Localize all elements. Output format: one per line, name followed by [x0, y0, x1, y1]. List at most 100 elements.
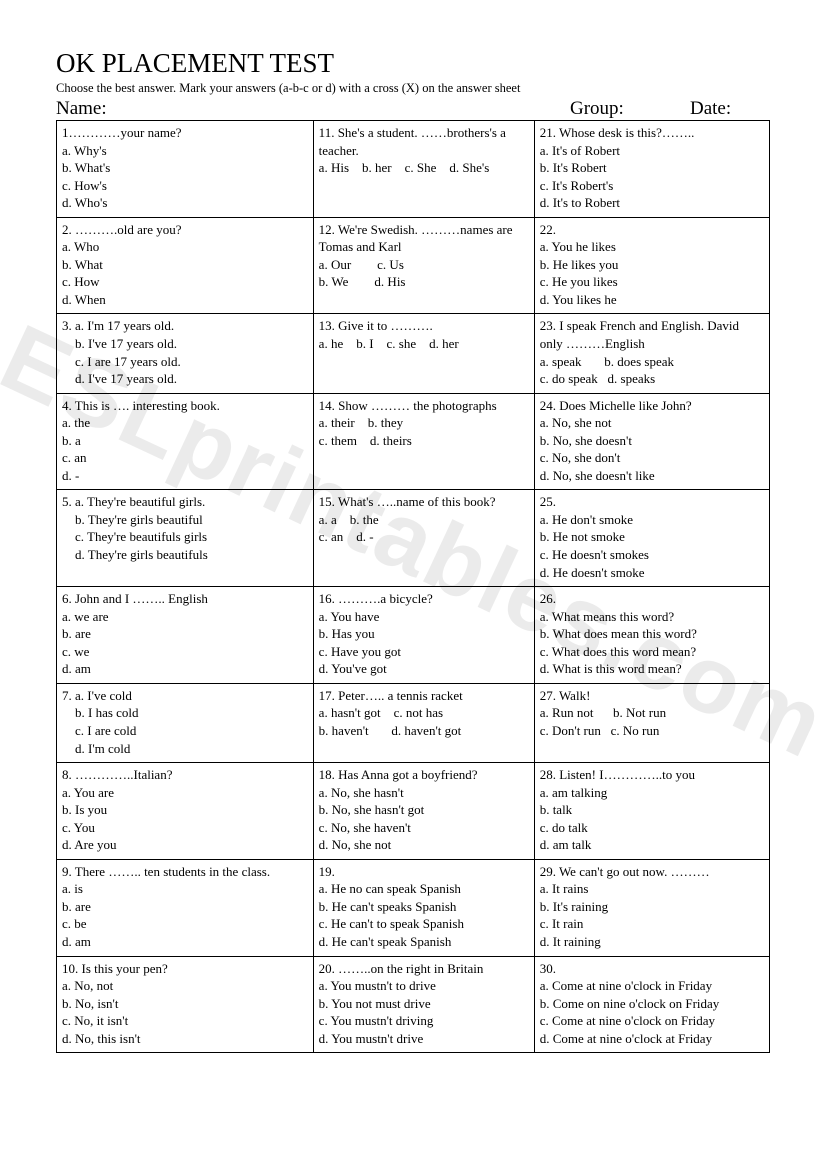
question-line: d. It's to Robert [540, 194, 764, 212]
question-cell: 1…………your name?a. Why'sb. What'sc. How's… [57, 121, 314, 218]
question-line: d. You mustn't drive [319, 1030, 529, 1048]
date-label: Date: [690, 98, 770, 120]
question-cell: 11. She's a student. ……brothers's a teac… [313, 121, 534, 218]
question-cell: 12. We're Swedish. ………names are Tomas an… [313, 217, 534, 314]
instructions: Choose the best answer. Mark your answer… [56, 81, 770, 96]
question-line: c. we [62, 643, 308, 661]
question-line: 12. We're Swedish. ………names are Tomas an… [319, 221, 529, 256]
question-line: 8. …………..Italian? [62, 766, 308, 784]
question-cell: 23. I speak French and English. David on… [534, 314, 769, 393]
question-line: d. No, she doesn't like [540, 467, 764, 485]
question-cell: 19.a. He no can speak Spanishb. He can't… [313, 859, 534, 956]
question-line: 25. [540, 493, 764, 511]
question-line: a. His b. her c. She d. She's [319, 159, 529, 177]
question-line: a. No, not [62, 977, 308, 995]
question-line: d. Come at nine o'clock at Friday [540, 1030, 764, 1048]
question-line: a. No, she not [540, 414, 764, 432]
question-cell: 27. Walk!a. Run not b. Not runc. Don't r… [534, 683, 769, 762]
question-line: c. be [62, 915, 308, 933]
question-line: a. You are [62, 784, 308, 802]
question-cell: 25.a. He don't smokeb. He not smokec. He… [534, 490, 769, 587]
question-line: c. He you likes [540, 273, 764, 291]
question-line: c. You mustn't driving [319, 1012, 529, 1030]
question-line: 15. What's …..name of this book? [319, 493, 529, 511]
question-cell: 8. …………..Italian?a. You areb. Is youc. Y… [57, 763, 314, 860]
question-line: a. speak b. does speak [540, 353, 764, 371]
question-cell: 20. ……..on the right in Britaina. You mu… [313, 956, 534, 1053]
question-line: d. What is this word mean? [540, 660, 764, 678]
question-line: b. No, she hasn't got [319, 801, 529, 819]
question-line: b. It's Robert [540, 159, 764, 177]
question-line: b. Is you [62, 801, 308, 819]
question-line: a. You have [319, 608, 529, 626]
question-cell: 24. Does Michelle like John?a. No, she n… [534, 393, 769, 490]
question-line: 4. This is …. interesting book. [62, 397, 308, 415]
question-line: 22. [540, 221, 764, 239]
question-cell: 5. a. They're beautiful girls. b. They'r… [57, 490, 314, 587]
question-line: d. It raining [540, 933, 764, 951]
question-cell: 22.a. You he likesb. He likes youc. He y… [534, 217, 769, 314]
question-cell: 13. Give it to ……….a. he b. I c. she d. … [313, 314, 534, 393]
question-line: c. What does this word mean? [540, 643, 764, 661]
question-line: 9. There …….. ten students in the class. [62, 863, 308, 881]
question-line: b. I've 17 years old. [62, 335, 308, 353]
question-line: a. It rains [540, 880, 764, 898]
question-line: d. am [62, 933, 308, 951]
question-line: b. talk [540, 801, 764, 819]
question-line: a. You mustn't to drive [319, 977, 529, 995]
question-line: a. It's of Robert [540, 142, 764, 160]
question-cell: 2. ……….old are you?a. Whob. Whatc. Howd.… [57, 217, 314, 314]
question-line: b. It's raining [540, 898, 764, 916]
question-line: d. No, she not [319, 836, 529, 854]
question-cell: 29. We can't go out now. ………a. It rainsb… [534, 859, 769, 956]
question-line: 26. [540, 590, 764, 608]
question-cell: 6. John and I …….. Englisha. we areb. ar… [57, 587, 314, 684]
question-cell: 18. Has Anna got a boyfriend?a. No, she … [313, 763, 534, 860]
question-line: c. an d. - [319, 528, 529, 546]
question-line: b. No, isn't [62, 995, 308, 1013]
question-line: 24. Does Michelle like John? [540, 397, 764, 415]
question-line: b. You not must drive [319, 995, 529, 1013]
question-line: d. Are you [62, 836, 308, 854]
question-line: a. the [62, 414, 308, 432]
question-line: d. You've got [319, 660, 529, 678]
question-line: 10. Is this your pen? [62, 960, 308, 978]
question-line: c. They're beautifuls girls [62, 528, 308, 546]
question-line: b. He not smoke [540, 528, 764, 546]
question-line: c. I are 17 years old. [62, 353, 308, 371]
question-line: 28. Listen! I…………..to you [540, 766, 764, 784]
question-line: 2. ……….old are you? [62, 221, 308, 239]
question-line: 7. a. I've cold [62, 687, 308, 705]
question-cell: 26.a. What means this word?b. What does … [534, 587, 769, 684]
question-line: c. He can't to speak Spanish [319, 915, 529, 933]
question-line: 16. ……….a bicycle? [319, 590, 529, 608]
question-line: a. Run not b. Not run [540, 704, 764, 722]
question-cell: 9. There …….. ten students in the class.… [57, 859, 314, 956]
question-line: b. Has you [319, 625, 529, 643]
question-line: 11. She's a student. ……brothers's a teac… [319, 124, 529, 159]
page-title: OK PLACEMENT TEST [56, 48, 770, 79]
question-line: a. You he likes [540, 238, 764, 256]
question-line: a. Who [62, 238, 308, 256]
question-line: c. No, she don't [540, 449, 764, 467]
question-cell: 21. Whose desk is this?……..a. It's of Ro… [534, 121, 769, 218]
question-line: c. them d. theirs [319, 432, 529, 450]
question-line: a. hasn't got c. not has [319, 704, 529, 722]
question-line: d. You likes he [540, 291, 764, 309]
question-line: a. What means this word? [540, 608, 764, 626]
question-cell: 10. Is this your pen?a. No, notb. No, is… [57, 956, 314, 1053]
question-line: a. He no can speak Spanish [319, 880, 529, 898]
question-line: a. No, she hasn't [319, 784, 529, 802]
question-line: c. I are cold [62, 722, 308, 740]
question-cell: 7. a. I've cold b. I has cold c. I are c… [57, 683, 314, 762]
question-line: c. an [62, 449, 308, 467]
question-line: 13. Give it to ………. [319, 317, 529, 335]
question-line: a. is [62, 880, 308, 898]
question-line: c. How's [62, 177, 308, 195]
question-line: c. No, it isn't [62, 1012, 308, 1030]
question-line: b. haven't d. haven't got [319, 722, 529, 740]
question-line: d. I'm cold [62, 740, 308, 758]
question-cell: 3. a. I'm 17 years old. b. I've 17 years… [57, 314, 314, 393]
question-cell: 14. Show ……… the photographsa. their b. … [313, 393, 534, 490]
question-line: d. Who's [62, 194, 308, 212]
